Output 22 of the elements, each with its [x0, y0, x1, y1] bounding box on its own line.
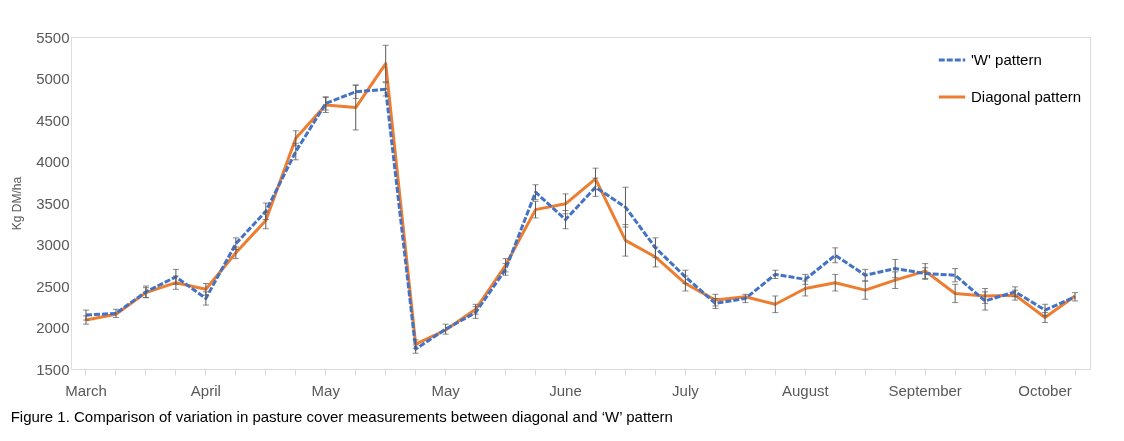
x-tick-label: October: [1018, 381, 1072, 399]
x-tick-label: June: [549, 381, 582, 399]
y-tick-label: 3500: [36, 194, 70, 212]
x-tick-label: July: [672, 381, 700, 399]
y-tick-label: 2500: [36, 277, 70, 295]
x-tick-label: April: [190, 381, 221, 399]
x-tick-label: August: [781, 381, 830, 399]
y-tick-label: 3000: [36, 236, 70, 253]
x-tick-label: May: [431, 381, 461, 399]
y-tick-label: 5000: [36, 70, 70, 87]
y-tick-label: 1500: [36, 360, 70, 378]
x-tick-label: May: [311, 381, 341, 399]
legend-label: Diagonal pattern: [971, 88, 1082, 105]
legend-label: 'W' pattern: [971, 51, 1042, 68]
y-tick-label: 2000: [36, 319, 70, 336]
x-tick-label: March: [65, 381, 107, 399]
y-tick-label: 5500: [36, 28, 70, 46]
caption: Figure 1. Comparison of variation in pasture cover measurements between diagonal and ‘W’ pattern: [10, 408, 673, 425]
x-tick-label: September: [888, 381, 962, 399]
y-tick-label: 4000: [36, 153, 70, 170]
y-tick-label: 4500: [36, 111, 70, 129]
y-axis-title: Kg DM/ha: [10, 176, 25, 231]
